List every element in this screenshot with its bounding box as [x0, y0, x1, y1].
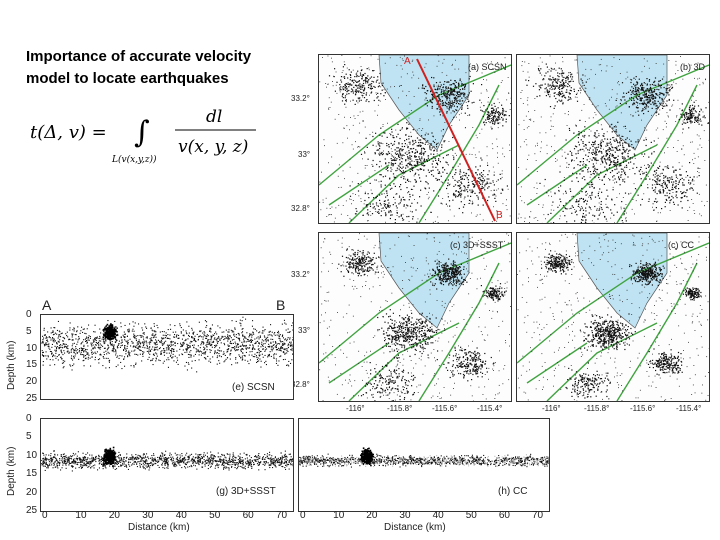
slide-title: Importance of accurate velocity model to… — [26, 46, 296, 90]
distance-tick: 0 — [42, 510, 48, 521]
section-label: (h) CC — [498, 486, 528, 497]
formula-numerator: dl — [206, 107, 222, 127]
distance-tick: 20 — [366, 510, 378, 521]
distance-tick: 40 — [432, 510, 444, 521]
lat-tick: 33.2° — [291, 94, 310, 103]
lon-tick: -116° — [542, 404, 561, 413]
depth-section — [299, 447, 549, 468]
lat-tick: 32.8° — [291, 380, 310, 389]
lon-tick: -115.4° — [676, 404, 702, 413]
section-panel-scsn — [40, 314, 294, 400]
distance-tick: 50 — [465, 510, 477, 521]
section-label: (e) SCSN — [232, 382, 275, 393]
distance-tick: 30 — [142, 510, 154, 521]
lon-tick: -115.6° — [630, 404, 656, 413]
depth-section — [41, 316, 293, 373]
section-label: (g) 3D+SSST — [216, 486, 276, 497]
depth-tick: 0 — [26, 309, 32, 320]
depth-tick: 5 — [26, 431, 32, 443]
distance-tick: 60 — [242, 510, 254, 521]
formula-svg: t(Δ, v) = ∫ L(v(x,y,z)) dl v(x, y, z) — [30, 107, 256, 165]
distance-tick: 10 — [75, 510, 87, 521]
depth-axis-label: Depth (km) — [6, 340, 17, 390]
formula-lower-limit: L(v(x,y,z)) — [111, 154, 157, 165]
lon-tick: -115.6° — [432, 404, 458, 413]
depth-tick: 25 — [26, 505, 38, 516]
depth-section — [41, 446, 293, 472]
map-panel-3d — [516, 54, 710, 224]
title-line-1: Importance of accurate velocity — [26, 48, 252, 65]
map-label: (c) 3D+SSST — [450, 240, 504, 250]
seismicity-map — [517, 233, 709, 401]
depth-tick: 10 — [26, 449, 38, 461]
distance-tick: 0 — [300, 510, 306, 521]
distance-tick: 70 — [276, 510, 288, 521]
seismicity-map — [517, 55, 709, 223]
profile-start-marker: A — [404, 56, 411, 67]
lat-tick: 32.8° — [291, 204, 310, 213]
lat-tick: 33° — [298, 326, 311, 335]
distance-tick: 60 — [498, 510, 510, 521]
distance-tick: 50 — [209, 510, 221, 521]
depth-tick: 0 — [26, 413, 32, 424]
depth-tick: 20 — [26, 376, 38, 388]
lon-tick: -115.8° — [584, 404, 610, 413]
map-label: (a) SCSN — [468, 62, 507, 72]
profile-end-marker: B — [496, 210, 503, 221]
section-start-label: A — [42, 297, 52, 313]
depth-tick: 25 — [26, 393, 38, 404]
formula-lhs: t(Δ, v) = — [30, 122, 107, 143]
seismicity-map — [319, 55, 511, 223]
map-label: (c) CC — [668, 240, 694, 250]
distance-tick: 70 — [532, 510, 544, 521]
depth-tick: 20 — [26, 486, 38, 498]
map-label: (b) 3D — [680, 62, 706, 72]
title-line-2: model to locate earthquakes — [26, 70, 229, 87]
distance-tick: 20 — [108, 510, 120, 521]
lon-tick: -116° — [346, 404, 365, 413]
distance-tick: 10 — [333, 510, 345, 521]
distance-tick: 40 — [175, 510, 187, 521]
map-panel-cc — [516, 232, 710, 402]
depth-tick: 5 — [26, 325, 32, 337]
depth-tick: 15 — [26, 359, 38, 371]
section-panel-3d-ssst — [40, 418, 294, 512]
depth-tick: 10 — [26, 342, 38, 354]
lat-tick: 33.2° — [291, 270, 310, 279]
depth-tick: 15 — [26, 468, 38, 480]
map-panel-scsn — [318, 54, 512, 224]
map-panel-3d-ssst — [318, 232, 512, 402]
distance-tick: 30 — [399, 510, 411, 521]
seismicity-map — [319, 233, 511, 401]
formula-integral: ∫ — [134, 115, 150, 150]
formula-denominator: v(x, y, z) — [178, 137, 248, 157]
depth-axis-label: Depth (km) — [6, 446, 17, 496]
lat-tick: 33° — [298, 150, 311, 159]
travel-time-formula: t(Δ, v) = ∫ L(v(x,y,z)) dl v(x, y, z) — [30, 100, 290, 170]
lon-tick: -115.4° — [477, 404, 503, 413]
distance-axis-label: Distance (km) — [384, 522, 446, 533]
section-panel-cc — [298, 418, 550, 512]
lon-tick: -115.8° — [387, 404, 413, 413]
section-end-label: B — [276, 297, 286, 313]
distance-axis-label: Distance (km) — [128, 522, 190, 533]
